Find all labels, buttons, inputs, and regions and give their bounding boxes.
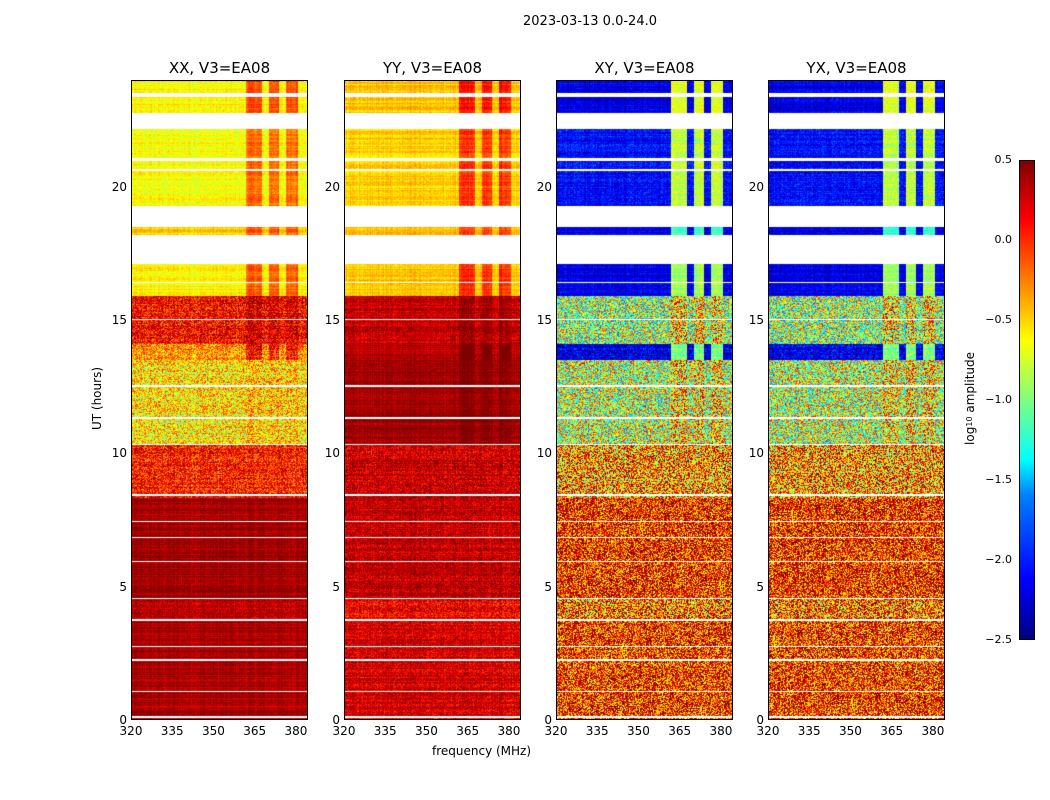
panel-title-yy: YY, V3=EA08 xyxy=(382,59,483,77)
x-tick-label: 335 xyxy=(585,724,609,738)
y-tick-label: 10 xyxy=(324,446,340,461)
x-tick-label: 380 xyxy=(284,724,308,738)
colorbar-tick-label: −1.0 xyxy=(985,393,1012,406)
y-tick-label: 20 xyxy=(536,179,552,194)
heatmap-xy xyxy=(556,80,733,720)
colorbar-tick-label: −2.0 xyxy=(985,553,1012,566)
y-tick-label: 0 xyxy=(119,713,127,727)
heatmap-xy-cells xyxy=(557,81,732,719)
y-axis-label: UT (hours) xyxy=(90,367,104,431)
panel-title-xy: XY, V3=EA08 xyxy=(594,59,695,77)
heatmap-yy xyxy=(344,80,521,720)
y-tick-label: 0 xyxy=(756,713,764,727)
x-tick-label: 350 xyxy=(627,724,650,738)
heatmap-yx xyxy=(768,80,945,720)
y-tick-label: 0 xyxy=(544,713,552,727)
y-tick-label: 20 xyxy=(324,179,340,194)
colorbar-tick-label: 0.5 xyxy=(994,153,1013,166)
heatmap-xx xyxy=(131,80,308,720)
y-tick-label: 15 xyxy=(324,313,340,327)
y-tick-label: 10 xyxy=(111,446,127,461)
x-tick-label: 365 xyxy=(880,724,904,738)
y-tick-label: 0 xyxy=(332,713,340,727)
x-tick-label: 320 xyxy=(332,724,356,738)
x-tick-label: 350 xyxy=(839,724,862,738)
x-tick-label: 350 xyxy=(415,724,438,738)
colorbar-tick-label: 0.0 xyxy=(994,233,1013,246)
figure-title: 2023-03-13 0.0-24.0 xyxy=(523,14,657,29)
y-tick-label: 10 xyxy=(748,446,764,461)
x-tick-label: 320 xyxy=(119,724,143,738)
x-tick-label: 365 xyxy=(243,724,267,738)
colorbar-tick-label: −0.5 xyxy=(985,313,1012,326)
y-tick-label: 20 xyxy=(111,179,127,194)
panel-title-yx: YX, V3=EA08 xyxy=(806,59,907,77)
x-tick-label: 365 xyxy=(668,724,692,738)
x-tick-label: 380 xyxy=(709,724,733,738)
heatmap-xx-cells xyxy=(132,81,307,719)
x-tick-label: 350 xyxy=(202,724,225,738)
y-tick-label: 5 xyxy=(544,579,552,594)
x-tick-label: 335 xyxy=(160,724,184,738)
x-tick-label: 335 xyxy=(373,724,397,738)
y-tick-label: 10 xyxy=(536,446,552,461)
x-tick-label: 320 xyxy=(544,724,568,738)
x-tick-label: 365 xyxy=(456,724,480,738)
panel-title-xx: XX, V3=EA08 xyxy=(168,59,271,77)
y-tick-label: 20 xyxy=(748,179,764,194)
x-tick-label: 380 xyxy=(497,724,521,738)
y-tick-label: 5 xyxy=(332,579,340,594)
heatmap-yx-cells xyxy=(769,81,944,719)
colorbar-tick-label: −1.5 xyxy=(985,473,1012,486)
colorbar-tick-label: −2.5 xyxy=(985,633,1012,646)
y-tick-label: 5 xyxy=(119,579,127,594)
y-tick-label: 15 xyxy=(111,313,127,327)
x-tick-label: 320 xyxy=(756,724,780,738)
colorbar-label: log10 amplitude xyxy=(963,352,977,445)
x-axis-label: frequency (MHz) xyxy=(432,744,532,758)
y-tick-label: 5 xyxy=(756,579,764,594)
colorbar xyxy=(1019,160,1035,640)
heatmap-yy-cells xyxy=(345,81,520,719)
x-tick-label: 380 xyxy=(921,724,945,738)
y-tick-label: 15 xyxy=(536,313,552,327)
x-tick-label: 335 xyxy=(797,724,821,738)
y-tick-label: 15 xyxy=(748,313,764,327)
